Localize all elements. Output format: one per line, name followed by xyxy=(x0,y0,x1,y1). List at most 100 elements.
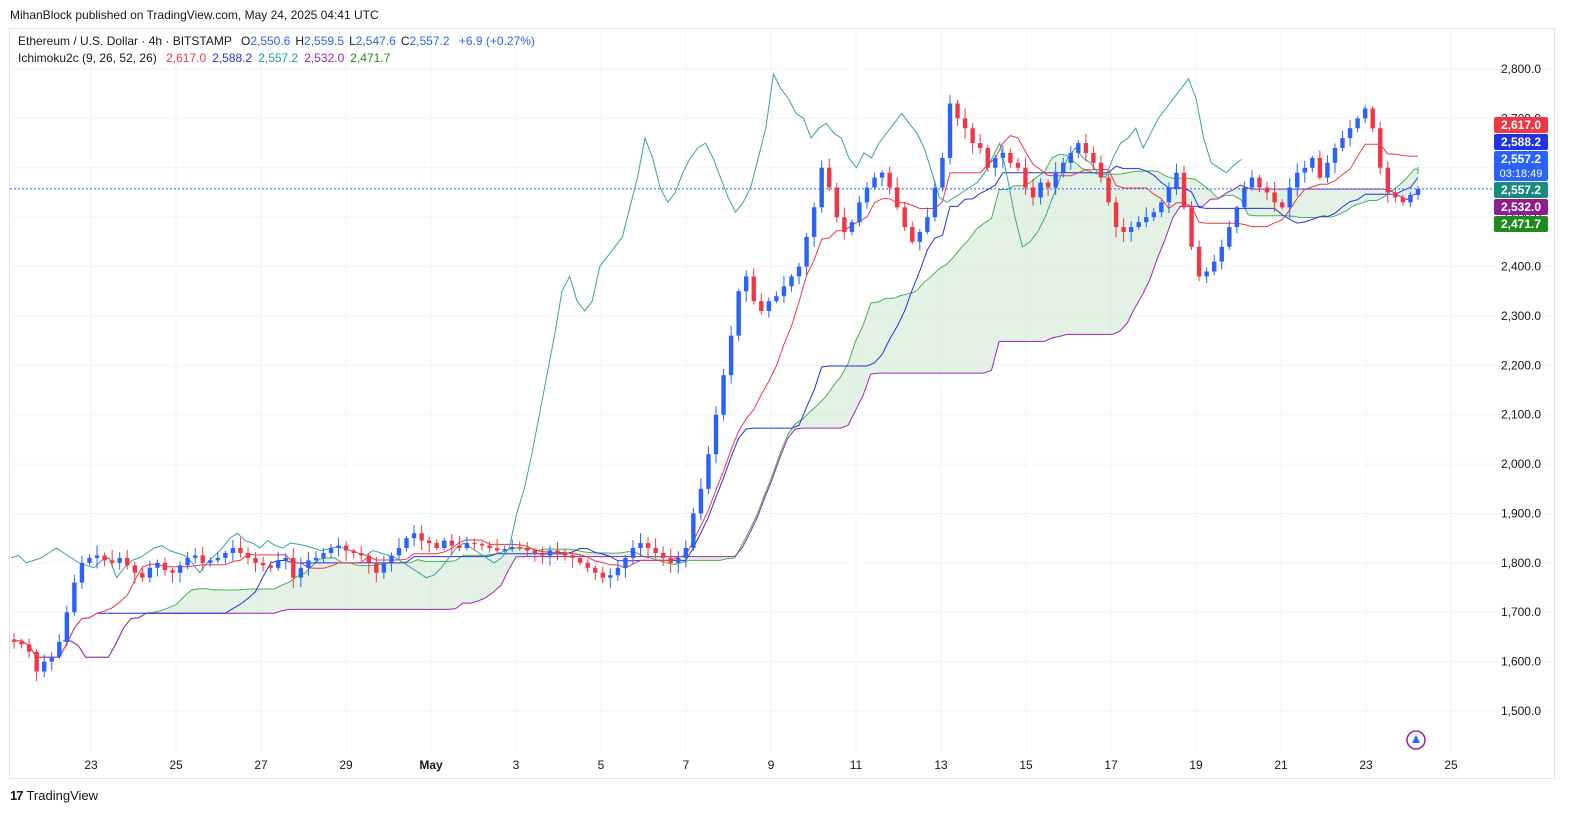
candle-body xyxy=(245,552,251,558)
candle xyxy=(864,181,870,209)
candle-body xyxy=(1211,261,1217,272)
candle-body xyxy=(336,545,341,549)
candle-body xyxy=(585,562,590,568)
candle xyxy=(162,557,168,576)
candle-body xyxy=(1325,162,1330,178)
candle-body xyxy=(653,548,658,553)
candle-body xyxy=(736,291,741,336)
candle-body xyxy=(1415,189,1421,195)
candle-body xyxy=(147,567,153,578)
candle-body xyxy=(1068,152,1073,163)
candle xyxy=(985,145,990,172)
candle-body xyxy=(1249,177,1255,188)
price-badge-bg xyxy=(1494,216,1548,232)
price-badge-text: 2,557.2 xyxy=(1501,152,1541,166)
replay-icon xyxy=(1406,730,1426,750)
x-tick-label: 25 xyxy=(1444,758,1458,772)
candle-body xyxy=(857,202,862,223)
candle-body xyxy=(94,555,100,558)
candle-body xyxy=(796,266,802,277)
candle-body xyxy=(570,555,575,558)
candle xyxy=(849,219,855,236)
candle-body xyxy=(759,301,764,311)
candle xyxy=(547,545,553,566)
candle-body xyxy=(19,641,24,645)
candle-body xyxy=(132,565,137,573)
candle-body xyxy=(1242,187,1247,208)
candle-body xyxy=(434,543,439,549)
candle xyxy=(1023,157,1028,196)
candle xyxy=(751,268,756,305)
ohlc-value: 2,550.6 xyxy=(250,34,291,48)
candle-body xyxy=(932,187,938,218)
candle xyxy=(698,478,704,521)
candle xyxy=(834,182,839,223)
candle xyxy=(87,554,92,566)
candle xyxy=(766,297,772,318)
price-badge-text: 2,557.2 xyxy=(1501,183,1541,197)
candle xyxy=(1008,148,1013,168)
candle-body xyxy=(1159,202,1164,213)
candle xyxy=(1061,157,1066,178)
candle xyxy=(917,228,923,251)
candle xyxy=(147,560,153,583)
candle-body xyxy=(1204,271,1209,277)
candle xyxy=(494,539,500,554)
candle xyxy=(336,537,341,557)
candle xyxy=(19,638,24,649)
price-badge: 2,557.2 xyxy=(1494,182,1548,198)
candle-body xyxy=(125,557,130,566)
candle xyxy=(64,605,70,646)
candle-body xyxy=(894,187,900,208)
candle xyxy=(555,542,560,561)
candle xyxy=(970,122,975,154)
candle-body xyxy=(411,533,417,539)
candle-body xyxy=(223,552,228,558)
ohlc-value: 2,559.5 xyxy=(304,34,345,48)
candle xyxy=(298,557,304,588)
candle-body xyxy=(555,550,560,553)
price-change: +6.9 (+0.27%) xyxy=(458,34,535,48)
candle-body xyxy=(955,103,960,119)
candle xyxy=(1227,220,1232,250)
candle xyxy=(1219,239,1224,270)
candle-body xyxy=(638,543,643,549)
candle-body xyxy=(87,557,92,563)
candle xyxy=(79,555,85,589)
candle-body xyxy=(1166,187,1172,203)
candle xyxy=(359,545,364,562)
candle xyxy=(34,649,39,682)
candle-body xyxy=(442,540,447,549)
candle-body xyxy=(1008,152,1013,163)
candle-body xyxy=(532,550,538,553)
cloud-fill xyxy=(63,154,1419,658)
candle-body xyxy=(1355,118,1360,129)
candle-body xyxy=(509,547,515,550)
candle-body xyxy=(351,550,356,553)
candle xyxy=(1302,160,1307,183)
ohlc-values: O2,550.6 H2,559.5 L2,547.6 C2,557.2 xyxy=(235,34,450,48)
candle xyxy=(1083,133,1089,162)
candle xyxy=(902,201,907,231)
candle-body xyxy=(676,557,681,563)
candle-body xyxy=(457,545,462,549)
candle-body xyxy=(660,552,666,558)
y-tick-label: 2,100.0 xyxy=(1501,408,1541,422)
candle-body xyxy=(577,557,583,563)
candle xyxy=(155,559,160,577)
candle-body xyxy=(691,513,696,549)
candle xyxy=(374,556,379,583)
price-badge-bg xyxy=(1494,151,1548,181)
chart-frame xyxy=(9,28,1555,779)
candle xyxy=(1385,161,1391,203)
indicator-values: 2,617.0 2,588.2 2,557.2 2,532.0 2,471.7 xyxy=(160,51,390,65)
tradingview-brand[interactable]: 17 TradingView xyxy=(10,788,98,803)
candle xyxy=(660,546,666,567)
candle-body xyxy=(1030,187,1036,198)
candle xyxy=(940,152,945,192)
candle xyxy=(977,133,983,154)
candle-body xyxy=(140,572,145,578)
candle-body xyxy=(1076,143,1081,153)
candle-body xyxy=(940,157,945,188)
